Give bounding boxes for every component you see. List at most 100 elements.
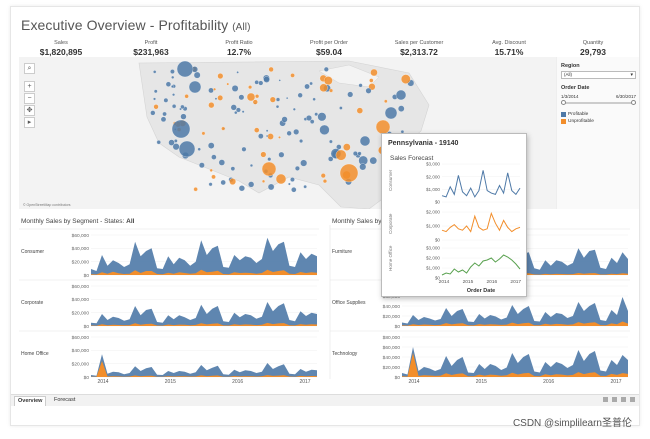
map-state-marker[interactable] (347, 91, 354, 98)
map-state-marker[interactable] (329, 88, 334, 93)
map-state-marker[interactable] (217, 95, 224, 101)
map-state-marker[interactable] (234, 110, 238, 115)
map-state-marker[interactable] (160, 116, 167, 123)
map-state-marker[interactable] (306, 115, 312, 121)
map-state-marker[interactable] (303, 184, 307, 189)
map-state-marker[interactable] (293, 128, 300, 135)
tab-overview[interactable]: Overview (14, 396, 47, 406)
category-office-supplies-profit-area[interactable] (402, 321, 628, 327)
map-state-marker[interactable] (290, 177, 295, 182)
map-state-marker[interactable] (211, 154, 217, 160)
map-state-marker[interactable] (153, 104, 159, 110)
map-state-marker[interactable] (300, 159, 308, 167)
map-state-marker[interactable] (258, 133, 264, 139)
map-state-marker[interactable] (252, 99, 258, 105)
map-state-marker[interactable] (248, 181, 255, 188)
map-state-marker[interactable] (214, 97, 218, 100)
map-state-marker[interactable] (339, 163, 359, 183)
map-state-marker[interactable] (180, 104, 185, 110)
map-state-marker[interactable] (255, 94, 260, 99)
map-state-marker[interactable] (170, 85, 174, 88)
map-state-marker[interactable] (267, 183, 275, 191)
map-state-marker[interactable] (339, 106, 343, 110)
map-state-marker[interactable] (320, 173, 326, 179)
map-state-marker[interactable] (395, 89, 407, 101)
map-state-marker[interactable] (278, 136, 281, 139)
map-state-marker[interactable] (278, 151, 285, 158)
map-state-marker[interactable] (213, 87, 216, 91)
map-state-marker[interactable] (180, 113, 187, 120)
map-state-marker[interactable] (221, 126, 226, 131)
segment-consumer-profit-area[interactable] (91, 269, 317, 275)
map-state-marker[interactable] (304, 83, 310, 90)
map-state-marker[interactable] (268, 66, 274, 73)
date-range-slider[interactable] (561, 100, 636, 106)
map-state-marker[interactable] (211, 174, 216, 180)
segment-corporate-sales-area[interactable] (91, 302, 317, 326)
zoom-out-icon[interactable]: − (24, 93, 35, 104)
slider-start-handle[interactable] (561, 100, 566, 105)
map-state-marker[interactable] (369, 156, 378, 165)
map-state-marker[interactable] (265, 129, 269, 133)
map-state-marker[interactable] (209, 168, 213, 172)
map-state-marker[interactable] (294, 165, 300, 171)
map-state-marker[interactable] (267, 157, 272, 162)
map-state-marker[interactable] (260, 151, 267, 158)
map-state-marker[interactable] (329, 139, 333, 144)
map-state-marker[interactable] (171, 119, 191, 139)
map-state-marker[interactable] (249, 163, 254, 168)
map-state-marker[interactable] (153, 97, 156, 101)
map-state-marker[interactable] (358, 83, 363, 88)
map-state-marker[interactable] (236, 71, 239, 74)
map-state-marker[interactable] (246, 92, 256, 102)
map-state-marker[interactable] (218, 159, 225, 166)
segment-home-office-sales-area[interactable] (91, 354, 317, 377)
map-state-marker[interactable] (297, 92, 303, 98)
prev-sheet-icon[interactable] (612, 397, 617, 402)
map-state-marker[interactable] (291, 187, 297, 193)
map-state-marker[interactable] (278, 79, 281, 82)
map-state-marker[interactable] (258, 80, 264, 86)
category-office-supplies-sales-area[interactable] (402, 297, 628, 326)
segment-consumer-sales-area[interactable] (91, 237, 317, 275)
map-state-marker[interactable] (238, 94, 245, 101)
first-sheet-icon[interactable] (603, 397, 608, 402)
map-canvas[interactable] (19, 57, 556, 209)
map-state-marker[interactable] (323, 76, 333, 85)
map-state-marker[interactable] (328, 156, 334, 162)
map-state-marker[interactable] (241, 146, 247, 152)
map-state-marker[interactable] (314, 112, 319, 117)
legend-profitable[interactable]: Profitable (561, 112, 636, 117)
map-state-marker[interactable] (312, 97, 316, 101)
select-arrow-icon[interactable]: ▸ (24, 117, 35, 128)
map-state-marker[interactable] (171, 104, 177, 109)
map-state-marker[interactable] (193, 71, 201, 79)
region-dropdown[interactable]: (All) ▾ (561, 71, 636, 79)
map-state-marker[interactable] (275, 105, 280, 109)
map-state-marker[interactable] (263, 76, 270, 83)
map-state-marker[interactable] (231, 85, 239, 92)
map-state-marker[interactable] (208, 87, 214, 94)
map-state-marker[interactable] (359, 135, 371, 147)
map-state-marker[interactable] (275, 97, 281, 102)
map-state-marker[interactable] (171, 75, 175, 79)
map-state-marker[interactable] (365, 87, 372, 94)
map-state-marker[interactable] (286, 130, 292, 136)
map-state-marker[interactable] (275, 173, 287, 185)
map-state-marker[interactable] (235, 107, 241, 113)
map-state-marker[interactable] (201, 131, 206, 136)
map-state-marker[interactable] (163, 97, 169, 103)
map-state-marker[interactable] (384, 106, 398, 120)
map-state-marker[interactable] (261, 179, 266, 183)
map-state-marker[interactable] (184, 94, 189, 99)
map-state-marker[interactable] (193, 187, 198, 192)
map-state-marker[interactable] (317, 112, 327, 122)
map-state-marker[interactable] (254, 127, 260, 133)
map-state-marker[interactable] (229, 178, 236, 185)
map-state-marker[interactable] (238, 185, 245, 192)
slider-end-handle[interactable] (631, 100, 636, 105)
map-state-marker[interactable] (207, 142, 215, 149)
last-sheet-icon[interactable] (630, 397, 635, 402)
next-sheet-icon[interactable] (621, 397, 626, 402)
map-state-marker[interactable] (265, 134, 269, 138)
